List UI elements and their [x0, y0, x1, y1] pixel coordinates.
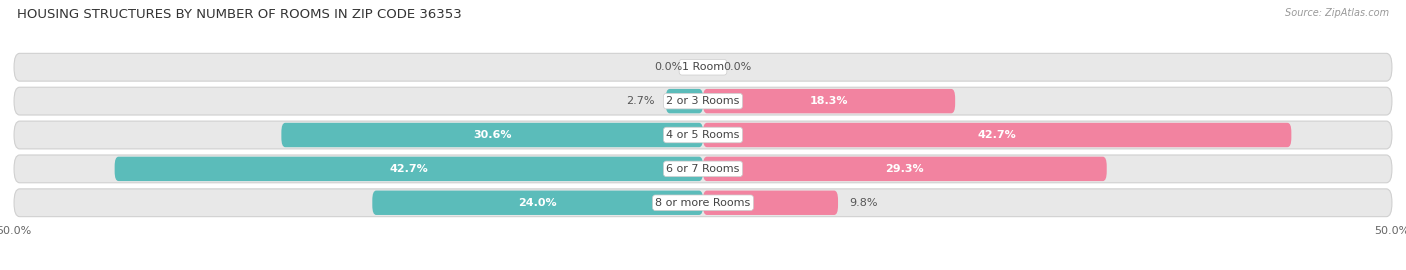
Text: 29.3%: 29.3%	[886, 164, 924, 174]
Text: 4 or 5 Rooms: 4 or 5 Rooms	[666, 130, 740, 140]
Text: 9.8%: 9.8%	[849, 198, 877, 208]
FancyBboxPatch shape	[14, 53, 1392, 81]
FancyBboxPatch shape	[14, 87, 1392, 115]
Text: 1 Room: 1 Room	[682, 62, 724, 72]
Text: 42.7%: 42.7%	[977, 130, 1017, 140]
Text: 24.0%: 24.0%	[519, 198, 557, 208]
Text: 0.0%: 0.0%	[654, 62, 682, 72]
FancyBboxPatch shape	[14, 189, 1392, 217]
Text: Source: ZipAtlas.com: Source: ZipAtlas.com	[1285, 8, 1389, 18]
FancyBboxPatch shape	[14, 121, 1392, 149]
Text: 18.3%: 18.3%	[810, 96, 848, 106]
FancyBboxPatch shape	[703, 123, 1291, 147]
Text: HOUSING STRUCTURES BY NUMBER OF ROOMS IN ZIP CODE 36353: HOUSING STRUCTURES BY NUMBER OF ROOMS IN…	[17, 8, 461, 21]
FancyBboxPatch shape	[703, 191, 838, 215]
FancyBboxPatch shape	[666, 89, 703, 113]
Text: 2 or 3 Rooms: 2 or 3 Rooms	[666, 96, 740, 106]
Text: 0.0%: 0.0%	[724, 62, 752, 72]
FancyBboxPatch shape	[14, 155, 1392, 183]
Text: 2.7%: 2.7%	[626, 96, 655, 106]
FancyBboxPatch shape	[703, 157, 1107, 181]
Text: 6 or 7 Rooms: 6 or 7 Rooms	[666, 164, 740, 174]
Text: 42.7%: 42.7%	[389, 164, 429, 174]
FancyBboxPatch shape	[373, 191, 703, 215]
FancyBboxPatch shape	[703, 89, 955, 113]
Text: 30.6%: 30.6%	[472, 130, 512, 140]
FancyBboxPatch shape	[115, 157, 703, 181]
FancyBboxPatch shape	[281, 123, 703, 147]
Text: 8 or more Rooms: 8 or more Rooms	[655, 198, 751, 208]
